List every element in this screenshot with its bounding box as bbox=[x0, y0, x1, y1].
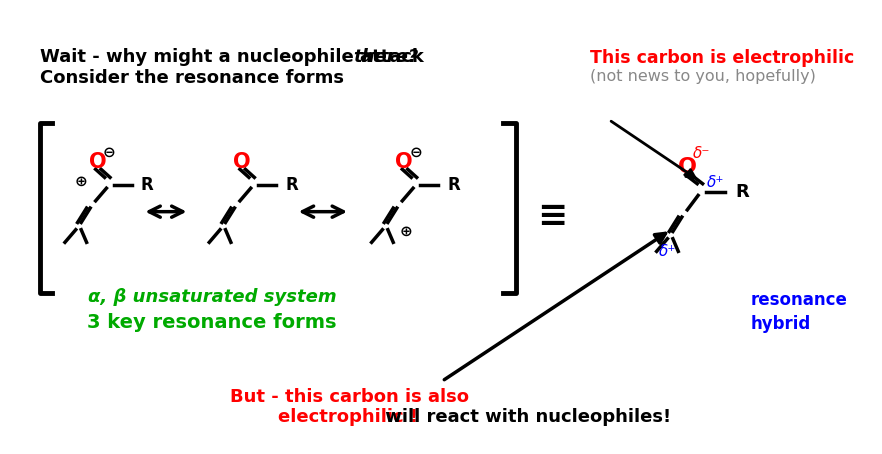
Text: O: O bbox=[88, 152, 106, 172]
Text: ⊕: ⊕ bbox=[400, 224, 412, 239]
Text: ≡: ≡ bbox=[537, 199, 567, 233]
Text: there?: there? bbox=[354, 48, 419, 65]
Text: But - this carbon is also: But - this carbon is also bbox=[230, 388, 469, 405]
Text: (not news to you, hopefully): (not news to you, hopefully) bbox=[590, 69, 816, 84]
Text: 3 key resonance forms: 3 key resonance forms bbox=[87, 313, 337, 332]
Text: resonance
hybrid: resonance hybrid bbox=[751, 291, 848, 333]
Text: δ⁺: δ⁺ bbox=[706, 175, 724, 190]
Text: α, β unsaturated system: α, β unsaturated system bbox=[87, 288, 336, 306]
Text: will react with nucleophiles!: will react with nucleophiles! bbox=[378, 408, 671, 426]
Text: This carbon is electrophilic: This carbon is electrophilic bbox=[590, 49, 854, 67]
Text: R: R bbox=[735, 183, 749, 201]
Text: δ⁻: δ⁻ bbox=[693, 147, 710, 162]
Text: O: O bbox=[233, 152, 250, 172]
Text: R: R bbox=[141, 176, 153, 193]
Text: ⊕: ⊕ bbox=[75, 173, 87, 188]
Text: Consider the resonance forms: Consider the resonance forms bbox=[40, 69, 344, 87]
Text: electrophilic !: electrophilic ! bbox=[278, 408, 418, 426]
Text: ⊖: ⊖ bbox=[103, 145, 116, 160]
Text: R: R bbox=[285, 176, 298, 193]
Text: O: O bbox=[677, 157, 697, 177]
Text: R: R bbox=[447, 176, 460, 193]
Text: δ⁺: δ⁺ bbox=[659, 244, 676, 259]
Text: ⊖: ⊖ bbox=[409, 145, 422, 160]
Text: O: O bbox=[395, 152, 413, 172]
Text: Wait - why might a nucleophile attack: Wait - why might a nucleophile attack bbox=[40, 48, 430, 65]
